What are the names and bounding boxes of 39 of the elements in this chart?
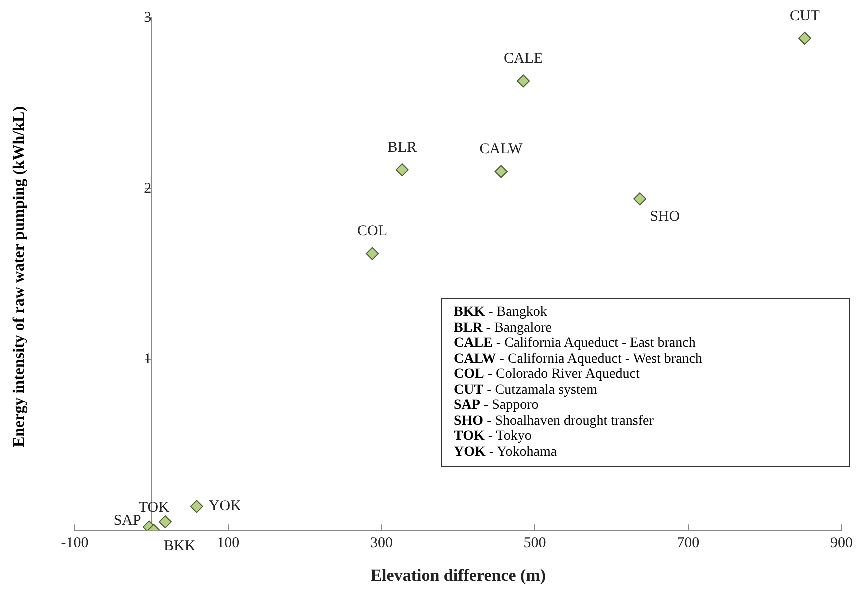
annotation: CUT (790, 8, 820, 24)
x-axis-title: Elevation difference (m) (370, 566, 546, 586)
point (366, 247, 379, 260)
annotation: BKK - Bangkok (454, 305, 548, 320)
point (634, 192, 647, 206)
point (158, 516, 172, 529)
annotation: CUT - Cutzamala system (454, 382, 598, 398)
annotation: SAP (114, 513, 142, 530)
annotation: TOK - Tokyo (454, 429, 533, 444)
annotation: BKK (164, 538, 196, 555)
point (190, 500, 204, 514)
annotation: BLR (388, 140, 417, 156)
y-tick-label: 1 (144, 352, 152, 368)
x-tick-label: 900 (830, 536, 853, 552)
point (396, 164, 409, 177)
point (798, 32, 812, 46)
x-tick-label: 100 (217, 536, 240, 552)
annotation: YOK - Yokohama (454, 444, 558, 460)
annotation: COL (358, 224, 388, 240)
annotation: SHO - Shoalhaven drought transfer (454, 414, 655, 429)
annotation: SHO (650, 209, 680, 226)
annotation: CALE - California Aqueduct - East branch (454, 336, 697, 352)
point (494, 165, 508, 178)
annotation: BLR - Bangalore (454, 320, 553, 336)
annotation: COL - Colorado River Aqueduct (454, 367, 641, 382)
annotation: CALW (480, 142, 524, 158)
x-tick-label: 500 (524, 536, 546, 552)
annotation: SAP - Sapporo (454, 398, 540, 414)
point (517, 74, 530, 88)
x-tick-label: 700 (677, 536, 700, 552)
annotation: TOK (138, 500, 170, 516)
y-axis-title: Energy intensity of raw water pumping (kWh/kL) (11, 105, 29, 450)
x-tick-label: 300 (370, 536, 393, 552)
annotation: YOK (208, 498, 242, 515)
annotation: CALW - California Aqueduct - West branch (454, 352, 704, 367)
annotation: CALE (504, 51, 544, 68)
y-tick-label: 2 (144, 180, 152, 197)
x-tick-label: -100 (61, 536, 89, 552)
y-tick-label: 3 (144, 10, 152, 26)
